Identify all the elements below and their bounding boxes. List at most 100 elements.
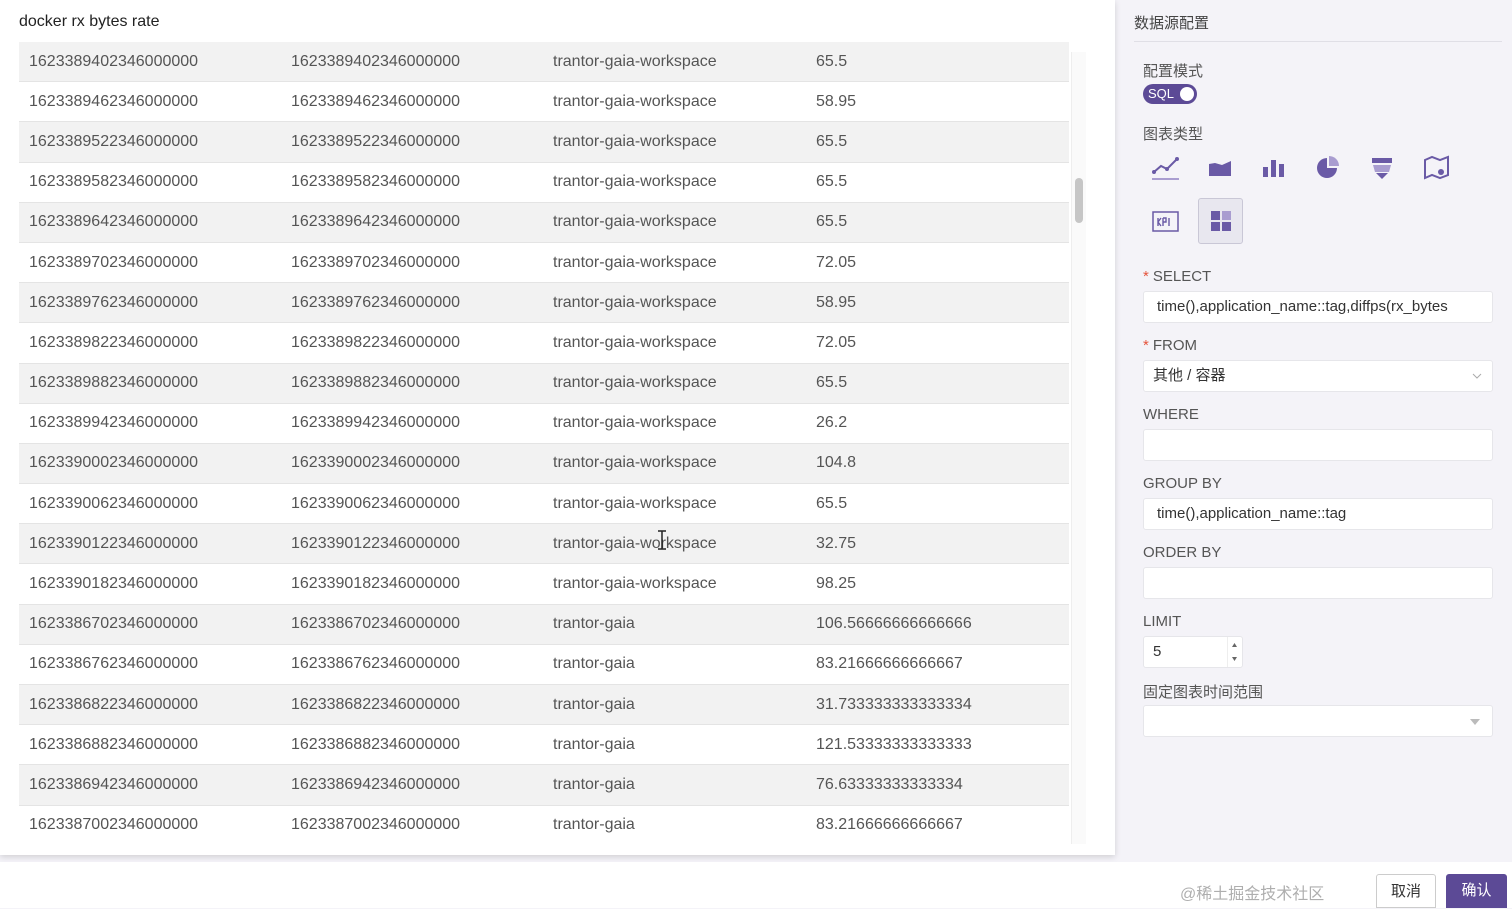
value-cell: 65.5 [816, 173, 848, 191]
from-label: * FROM [1143, 337, 1197, 354]
limit-stepper[interactable]: 5 [1143, 636, 1243, 668]
time-range-label: 固定图表时间范围 [1143, 684, 1264, 701]
time-range-select[interactable] [1143, 705, 1493, 737]
orderby-input[interactable] [1143, 567, 1493, 599]
select-input[interactable]: time(),application_name::tag,diffps(rx_b… [1143, 291, 1493, 323]
funnel-chart-icon[interactable] [1360, 146, 1404, 190]
table-row: 1623389882346000000 1623389882346000000 tr… [19, 363, 1069, 404]
time-cell: 1623386942346000000 [291, 775, 461, 793]
table-row: 1623386822346000000 1623386822346000000 tr… [19, 685, 1069, 726]
application-name-cell: trantor-gaia [553, 735, 635, 753]
table-row: 1623389942346000000 1623389942346000000 tr… [19, 404, 1069, 444]
toggle-label: SQL [1148, 86, 1175, 101]
time-cell: 1623390002346000000 [291, 454, 461, 472]
value-cell: 58.95 [816, 293, 857, 311]
chart-type-label: 图表类型 [1143, 126, 1204, 143]
where-input[interactable] [1143, 429, 1493, 461]
table-row: 1623390062346000000 1623390062346000000 tr… [19, 484, 1069, 525]
area-chart-icon[interactable] [1198, 146, 1242, 190]
map-chart-icon[interactable] [1415, 146, 1459, 190]
table-row: 1623389402346000000 1623389402346000000 tr… [19, 42, 1069, 83]
from-value: 其他 / 容器 [1153, 367, 1226, 384]
value-cell: 121.53333333333333 [816, 735, 972, 753]
sql-mode-toggle[interactable]: SQL [1143, 84, 1197, 104]
where-label: WHERE [1143, 406, 1199, 423]
table-row: 1623390182346000000 1623390182346000000 tr… [19, 564, 1069, 605]
application-name-cell: trantor-gaia-workspace [553, 293, 717, 311]
value-cell: 65.5 [816, 132, 848, 150]
scrollbar-thumb[interactable] [1075, 178, 1083, 223]
confirm-button[interactable]: 确认 [1446, 874, 1507, 908]
time-cell: 1623387002346000000 [291, 816, 461, 834]
application-name-cell: trantor-gaia [553, 816, 635, 834]
value-cell: 32.75 [816, 534, 857, 552]
table-row: 1623389702346000000 1623389702346000000 tr… [19, 243, 1069, 284]
application-name-cell: trantor-gaia-workspace [553, 52, 717, 70]
table-scrollbar[interactable] [1071, 52, 1086, 844]
application-name-cell: trantor-gaia-workspace [553, 253, 717, 271]
value-cell: 65.5 [816, 374, 848, 392]
value-cell: 76.63333333333334 [816, 775, 963, 793]
time-cell: 1623387002346000000 [29, 816, 199, 834]
select-label-text: SELECT [1152, 268, 1212, 285]
time-cell: 1623389822346000000 [29, 333, 199, 351]
table-row: 1623386762346000000 1623386762346000000 tr… [19, 645, 1069, 685]
time-cell: 1623390062346000000 [291, 494, 461, 512]
application-name-cell: trantor-gaia-workspace [553, 333, 717, 351]
time-cell: 1623389882346000000 [291, 374, 461, 392]
time-cell: 1623389822346000000 [291, 333, 461, 351]
table-chart-icon[interactable] [1198, 198, 1243, 244]
bar-chart-icon[interactable] [1252, 146, 1296, 190]
time-cell: 1623389582346000000 [291, 173, 461, 191]
value-cell: 83.21666666666667 [816, 655, 963, 673]
value-cell: 106.56666666666666 [816, 615, 972, 633]
time-cell: 1623386822346000000 [291, 695, 461, 713]
value-cell: 72.05 [816, 333, 857, 351]
value-cell: 58.95 [816, 92, 857, 110]
limit-label: LIMIT [1143, 613, 1182, 630]
text-cursor-icon [658, 530, 666, 550]
line-chart-icon[interactable] [1144, 146, 1188, 190]
groupby-input[interactable]: time(),application_name::tag [1143, 498, 1493, 530]
value-cell: 31.733333333333334 [816, 695, 972, 713]
table-row: 1623389462346000000 1623389462346000000 tr… [19, 82, 1069, 123]
panel-title: docker rx bytes rate [19, 13, 160, 30]
time-cell: 1623389942346000000 [291, 414, 461, 432]
value-cell: 65.5 [816, 494, 848, 512]
orderby-label: ORDER BY [1143, 544, 1222, 561]
application-name-cell: trantor-gaia-workspace [553, 132, 717, 150]
kpi-icon[interactable] [1144, 200, 1188, 244]
toggle-knob [1180, 87, 1194, 101]
time-cell: 1623389522346000000 [291, 132, 461, 150]
cancel-button[interactable]: 取消 [1376, 874, 1436, 908]
time-cell: 1623389882346000000 [29, 374, 199, 392]
value-cell: 72.05 [816, 253, 857, 271]
application-name-cell: trantor-gaia [553, 695, 635, 713]
time-cell: 1623386702346000000 [29, 615, 199, 633]
panel-preview: docker rx bytes rate 1623389402346000000… [0, 0, 1115, 855]
table-row: 1623386702346000000 1623386702346000000 tr… [19, 604, 1069, 645]
time-cell: 1623390122346000000 [291, 534, 461, 552]
table-row: 1623387002346000000 1623387002346000000 tr… [19, 806, 1069, 844]
application-name-cell: trantor-gaia-workspace [553, 575, 717, 593]
table-row: 1623389522346000000 1623389522346000000 tr… [19, 122, 1069, 163]
application-name-cell: trantor-gaia-workspace [553, 454, 717, 472]
value-cell: 104.8 [816, 454, 857, 472]
stepper-arrows-icon[interactable] [1227, 637, 1242, 667]
application-name-cell: trantor-gaia-workspace [553, 414, 717, 432]
application-name-cell: trantor-gaia-workspace [553, 173, 717, 191]
from-select[interactable]: 其他 / 容器 [1143, 360, 1493, 392]
time-cell: 1623386822346000000 [29, 695, 199, 713]
required-mark: * [1143, 337, 1149, 354]
time-cell: 1623386702346000000 [291, 615, 461, 633]
table-row: 1623390002346000000 1623390002346000000 tr… [19, 443, 1069, 485]
value-cell: 98.25 [816, 575, 857, 593]
table-row: 1623389642346000000 1623389642346000000 tr… [19, 202, 1069, 243]
time-cell: 1623389462346000000 [29, 92, 199, 110]
time-cell: 1623390062346000000 [29, 494, 199, 512]
config-title: 数据源配置 [1134, 15, 1210, 32]
caret-down-icon [1470, 719, 1480, 725]
pie-chart-icon[interactable] [1306, 146, 1350, 190]
time-cell: 1623390122346000000 [29, 534, 199, 552]
table-row: 1623390122346000000 1623390122346000000 tr… [19, 524, 1069, 565]
